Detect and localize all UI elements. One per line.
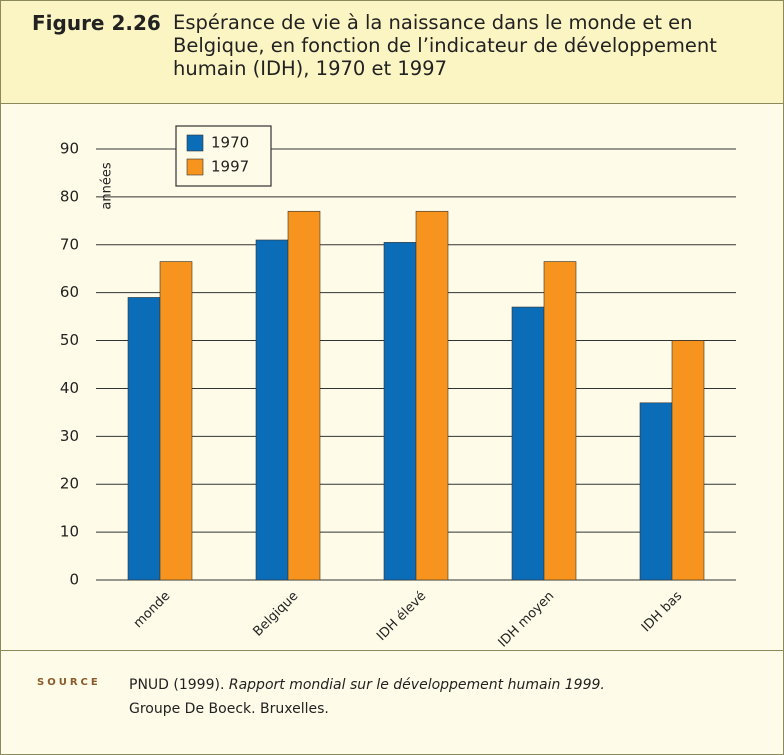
figure-title: Espérance de vie à la naissance dans le … <box>173 11 717 80</box>
bar <box>671 340 705 581</box>
source: SOURCE PNUD (1999). Rapport mondial sur … <box>1 650 783 754</box>
bar <box>543 261 577 581</box>
legend-label: 1970 <box>211 134 249 152</box>
y-tick-label: 80 <box>60 187 79 205</box>
x-tick-label: Belgique <box>250 589 301 640</box>
y-tick-label: 10 <box>60 523 79 541</box>
bar <box>159 261 193 581</box>
y-tick-label: 90 <box>60 140 79 158</box>
x-tick-label: monde <box>131 589 174 632</box>
source-label: SOURCE <box>37 677 101 688</box>
x-tick-label: IDH élevé <box>374 589 429 644</box>
y-tick-label: 40 <box>60 379 79 397</box>
x-tick-label: IDH moyen <box>496 589 558 649</box>
bar <box>287 210 321 581</box>
source-text: PNUD (1999). Rapport mondial sur le déve… <box>129 673 605 721</box>
chart: 0 10 20 30 40 50 60 70 80 90 années monde Belgique ID… <box>60 125 736 649</box>
header: Figure 2.26 Espérance de vie à la naissa… <box>1 1 783 104</box>
y-tick-label: 50 <box>60 331 79 349</box>
x-tick-label: IDH bas <box>639 589 686 636</box>
figure-number: Figure 2.26 <box>32 11 161 35</box>
y-tick-label: 30 <box>60 427 79 445</box>
bar <box>511 306 545 581</box>
legend-label: 1997 <box>211 158 249 176</box>
source-author: PNUD (1999). <box>129 677 225 693</box>
y-axis-label: années <box>100 162 115 209</box>
bar <box>383 242 417 581</box>
y-tick-label: 20 <box>60 475 79 493</box>
legend-swatch <box>186 158 204 176</box>
y-tick-label: 60 <box>60 283 79 301</box>
y-tick-label: 0 <box>69 571 79 589</box>
bar <box>127 297 161 581</box>
source-publisher: Groupe De Boeck. Bruxelles. <box>129 701 329 717</box>
source-work: Rapport mondial sur le développement hum… <box>228 677 605 693</box>
bar <box>415 210 449 581</box>
bar <box>639 402 673 581</box>
legend-swatch <box>186 134 204 152</box>
y-tick-label: 70 <box>60 235 79 253</box>
bar <box>255 239 289 581</box>
